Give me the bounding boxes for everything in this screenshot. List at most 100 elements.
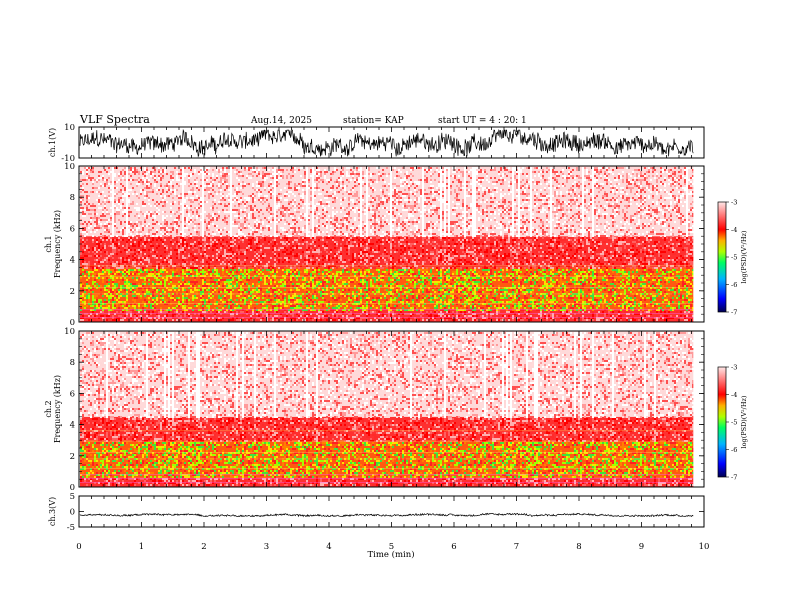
- spectrogram-cell: [196, 281, 198, 283]
- spectrogram-cell: [126, 229, 128, 231]
- spectrogram-cell: [116, 207, 118, 209]
- spectrogram-cell: [152, 247, 154, 249]
- spectrogram-cell: [158, 171, 160, 173]
- spectrogram-cell: [240, 301, 242, 303]
- spectrogram-cell: [112, 173, 114, 175]
- spectrogram-cell: [194, 229, 196, 231]
- spectrogram-cell: [218, 239, 220, 241]
- spectrogram-cell: [104, 199, 106, 201]
- spectrogram-cell: [208, 289, 210, 291]
- spectrogram-cell: [98, 203, 100, 205]
- spectrogram-cell: [202, 243, 204, 245]
- spectrogram-cell: [144, 269, 146, 271]
- spectrogram-cell: [258, 297, 260, 299]
- spectrogram-cell: [188, 175, 190, 177]
- spectrogram-cell: [182, 173, 184, 175]
- spectrogram-cell: [198, 227, 200, 229]
- spectrogram-cell: [154, 257, 156, 259]
- spectrogram-cell: [262, 221, 264, 223]
- spectrogram-cell: [190, 315, 192, 317]
- spectrogram-cell: [172, 197, 174, 199]
- spectrogram-cell: [160, 229, 162, 231]
- spectrogram-cell: [228, 229, 230, 231]
- spectrogram-cell: [186, 245, 188, 247]
- spectrogram-cell: [94, 269, 96, 271]
- spectrogram-cell: [296, 301, 298, 303]
- y-axis-label-line: ch.1(V): [48, 128, 57, 157]
- spectrogram-cell: [204, 195, 206, 197]
- spectrogram-cell: [172, 181, 174, 183]
- spectrogram-cell: [152, 185, 154, 187]
- spectrogram-cell: [226, 209, 228, 211]
- spectrogram-cell: [110, 249, 112, 251]
- spectrogram-cell: [294, 199, 296, 201]
- spectrogram-cell: [284, 207, 286, 209]
- spectrogram-cell: [114, 183, 116, 185]
- spectrogram-cell: [124, 279, 126, 281]
- spectrogram-cell: [282, 205, 284, 207]
- spectrogram-cell: [272, 171, 274, 173]
- spectrogram-cell: [218, 297, 220, 299]
- spectrogram-cell: [182, 297, 184, 299]
- spectrogram-cell: [92, 205, 94, 207]
- spectrogram-cell: [84, 179, 86, 181]
- spectrogram-cell: [272, 187, 274, 189]
- spectrogram-cell: [294, 183, 296, 185]
- spectrogram-cell: [178, 225, 180, 227]
- spectrogram-cell: [210, 281, 212, 283]
- spectrogram-cell: [132, 259, 134, 261]
- spectrogram-cell: [100, 215, 102, 217]
- spectrogram-cell: [188, 197, 190, 199]
- spectrogram-cell: [180, 185, 182, 187]
- spectrogram-cell: [86, 279, 88, 281]
- spectrogram-cell: [238, 217, 240, 219]
- spectrogram-cell: [288, 305, 290, 307]
- spectrogram-cell: [182, 255, 184, 257]
- spectrogram-cell: [206, 229, 208, 231]
- spectrogram-cell: [82, 215, 84, 217]
- spectrogram-cell: [120, 219, 122, 221]
- spectrogram-cell: [180, 247, 182, 249]
- spectrogram-cell: [240, 307, 242, 309]
- spectrogram-cell: [152, 315, 154, 317]
- spectrogram-cell: [178, 287, 180, 289]
- spectrogram-cell: [224, 301, 226, 303]
- spectrogram-cell: [94, 241, 96, 243]
- spectrogram-cell: [128, 311, 130, 313]
- spectrogram-cell: [200, 289, 202, 291]
- spectrogram-cell: [194, 297, 196, 299]
- spectrogram-cell: [268, 169, 270, 171]
- spectrogram-cell: [294, 297, 296, 299]
- spectrogram-cell: [84, 245, 86, 247]
- spectrogram-cell: [292, 267, 294, 269]
- spectrogram-cell: [230, 169, 232, 171]
- spectrogram-cell: [260, 189, 262, 191]
- spectrogram-cell: [202, 193, 204, 195]
- spectrogram-cell: [124, 177, 126, 179]
- spectrogram-cell: [182, 259, 184, 261]
- spectrogram-cell: [112, 233, 114, 235]
- spectrogram-cell: [136, 277, 138, 279]
- spectrogram-cell: [130, 283, 132, 285]
- spectrogram-cell: [282, 229, 284, 231]
- spectrogram-cell: [80, 319, 82, 321]
- spectrogram-cell: [236, 279, 238, 281]
- spectrogram-cell: [238, 183, 240, 185]
- spectrogram-cell: [126, 279, 128, 281]
- spectrogram-cell: [238, 283, 240, 285]
- spectrogram-cell: [160, 301, 162, 303]
- spectrogram-cell: [198, 305, 200, 307]
- spectrogram-cell: [172, 253, 174, 255]
- spectrogram-cell: [198, 267, 200, 269]
- spectrogram-cell: [162, 289, 164, 291]
- spectrogram-cell: [276, 181, 278, 183]
- spectrogram-cell: [266, 289, 268, 291]
- spectrogram-cell: [290, 235, 292, 237]
- spectrogram-cell: [112, 289, 114, 291]
- spectrogram-cell: [144, 205, 146, 207]
- spectrogram-cell: [270, 167, 272, 169]
- spectrogram-cell: [268, 287, 270, 289]
- spectrogram-cell: [162, 201, 164, 203]
- spectrogram-cell: [212, 215, 214, 217]
- spectrogram-cell: [194, 223, 196, 225]
